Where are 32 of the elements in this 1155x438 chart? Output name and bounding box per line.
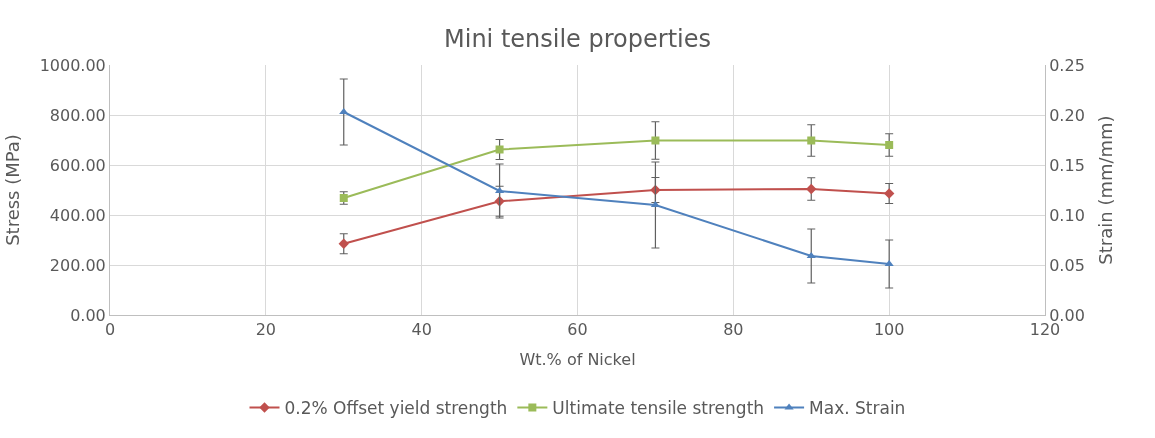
legend-label: Max. Strain (809, 398, 906, 419)
y2-tick-label: 0.20 (1049, 105, 1085, 125)
y2-tick-label: 0.25 (1049, 55, 1085, 75)
chart-title: Mini tensile properties (444, 25, 711, 54)
y2-axis-title: Strain (mm/mm) (1094, 115, 1116, 265)
x-tick-label: 120 (1029, 320, 1061, 340)
legend-label: Ultimate tensile strength (552, 398, 765, 419)
point (495, 145, 504, 154)
point (338, 238, 349, 249)
x-tick-label: 40 (411, 320, 432, 340)
y-tick-label: 0.00 (70, 305, 106, 325)
x-tick-label: 20 (255, 320, 277, 340)
x-tick-label: 60 (567, 320, 588, 340)
point (885, 141, 894, 149)
x-axis-title: Wt.% of Nickel (519, 349, 636, 369)
y-tick-label: 400.00 (49, 205, 106, 225)
x-tick-label: 100 (873, 320, 905, 340)
y-tick-label: 200.00 (49, 255, 106, 275)
point (807, 136, 816, 145)
y-tick-label: 1000.00 (39, 55, 106, 75)
legend-label: 0.2% Offset yield strength (284, 398, 508, 419)
y-tick-label: 800.00 (49, 105, 106, 125)
y-axis-title: Stress (MPa) (1, 134, 23, 246)
point (883, 188, 895, 199)
y2-tick-label: 0.10 (1049, 205, 1085, 225)
x-tick-label: 0 (104, 320, 116, 340)
y2-tick-label: 0.15 (1049, 155, 1085, 175)
x-tick-label: 80 (723, 320, 744, 340)
point (806, 183, 817, 195)
y-tick-label: 600.00 (49, 155, 106, 175)
point (651, 136, 660, 145)
y2-tick-label: 0.05 (1049, 255, 1085, 275)
